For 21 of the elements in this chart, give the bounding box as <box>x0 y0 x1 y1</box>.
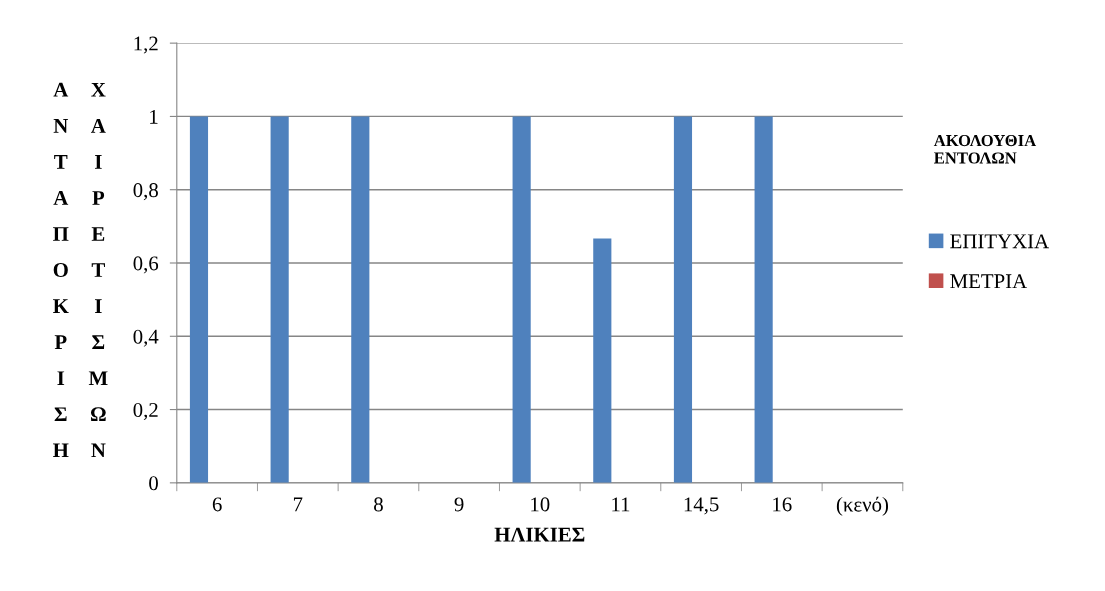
x-tick-label: 16 <box>773 497 792 512</box>
x-axis-title: ΗΛΙΚΙΕΣ <box>494 527 585 542</box>
legend-label: ΕΠΙΤΥΧΙΑ <box>950 234 1049 249</box>
x-tick-label: 9 <box>454 497 464 512</box>
y-tick-label: 1,2 <box>134 36 158 54</box>
text: ΑΝΤΑΠΟΚΡΙΣΗ ΧΑΙΡΕΤΙΣΜΩΝ <box>53 82 108 458</box>
legend-label: ΜΕΤΡΙΑ <box>950 274 1028 288</box>
y-tick-label: 0,2 <box>133 402 158 420</box>
y-tick-label: 0 <box>149 476 158 491</box>
y-tick-label: 0,6 <box>133 256 159 274</box>
y-tick-label: 0,4 <box>133 329 159 347</box>
x-tick-label: (κενό) <box>836 496 889 516</box>
y-tick-label: 1 <box>150 109 158 124</box>
x-tick-label: 10 <box>531 497 550 512</box>
x-tick-label: 7 <box>293 497 303 512</box>
legend-title: ΑΚΟΛΟΥΘΙΑ ΕΝΤΟΛΩΝ <box>933 134 1037 164</box>
x-tick-label: 14,5 <box>684 497 719 515</box>
x-tick-label: 6 <box>212 497 222 512</box>
x-tick-label: 11 <box>612 497 630 512</box>
x-tick-label: 8 <box>374 497 383 512</box>
y-tick-label: 0,8 <box>133 183 158 201</box>
